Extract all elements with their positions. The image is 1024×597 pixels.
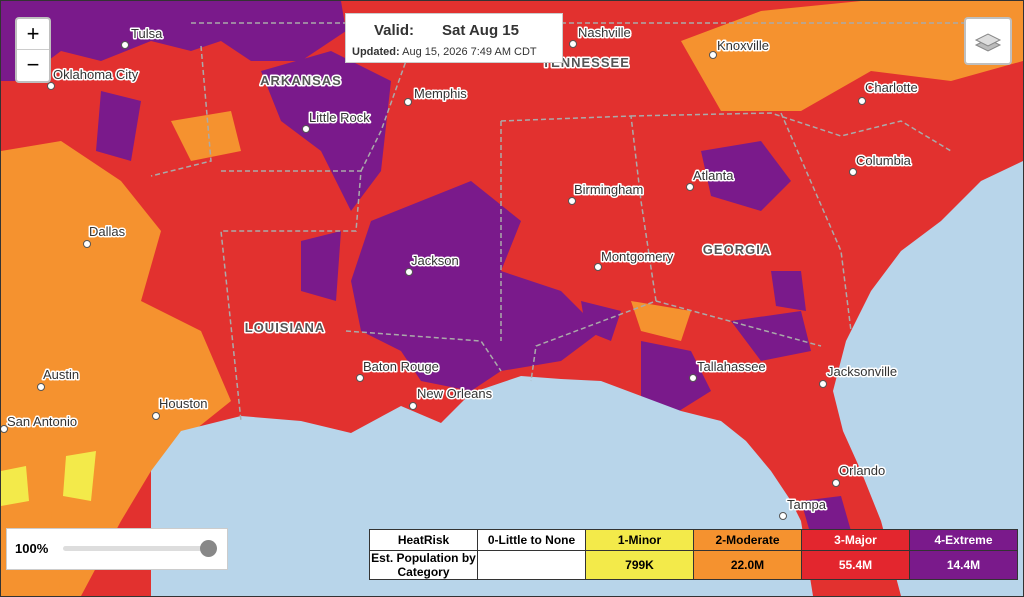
city-label: Tampa bbox=[787, 497, 827, 512]
updated-label: Updated: bbox=[352, 46, 400, 58]
opacity-value: 100% bbox=[15, 541, 49, 556]
city-dot bbox=[858, 97, 866, 105]
city-label: Birmingham bbox=[574, 182, 643, 197]
legend-title: HeatRisk bbox=[369, 529, 478, 551]
legend-category: 1-Minor bbox=[585, 529, 694, 551]
city-dot bbox=[302, 125, 310, 133]
city-dot bbox=[819, 380, 827, 388]
heatrisk-legend: HeatRisk 0-Little to None 1-Minor 2-Moderat… bbox=[369, 529, 1018, 580]
city-label: Austin bbox=[43, 367, 79, 382]
city-dot bbox=[83, 240, 91, 248]
city-dot bbox=[689, 374, 697, 382]
city-dot bbox=[594, 263, 602, 271]
city-dot bbox=[356, 374, 364, 382]
state-labels: ARKANSAS TENNESSEE LOUISIANA GEORGIA bbox=[243, 54, 771, 337]
city-label: Little Rock bbox=[309, 110, 370, 125]
city-label: Oklahoma City bbox=[53, 67, 139, 82]
city-label: Columbia bbox=[856, 153, 912, 168]
state-label: GEORGIA bbox=[703, 242, 771, 257]
city-label: Nashville bbox=[578, 25, 631, 40]
state-label: ARKANSAS bbox=[260, 73, 342, 88]
city-dot bbox=[409, 402, 417, 410]
city-label: Atlanta bbox=[693, 168, 734, 183]
city-dot bbox=[47, 82, 55, 90]
city-label: Charlotte bbox=[865, 80, 918, 95]
city-dot bbox=[405, 268, 413, 276]
legend-row-label: Est. Population by Category bbox=[369, 550, 478, 580]
legend-population bbox=[477, 550, 586, 580]
legend-population: 55.4M bbox=[801, 550, 910, 580]
atlantic-water bbox=[833, 161, 1023, 596]
legend-population: 14.4M bbox=[909, 550, 1018, 580]
state-label: TENNESSEE bbox=[542, 55, 630, 70]
city-dot bbox=[709, 51, 717, 59]
city-dot bbox=[686, 183, 694, 191]
city-label: Tallahassee bbox=[697, 359, 766, 374]
updated-time: Aug 15, 2026 7:49 AM CDT bbox=[402, 46, 537, 58]
state-label: LOUISIANA bbox=[245, 320, 326, 335]
city-labels: Tulsa Oklahoma City Nashville Knoxville Memp… bbox=[1, 24, 919, 520]
city-dot bbox=[832, 479, 840, 487]
legend-category: 4-Extreme bbox=[909, 529, 1018, 551]
legend-category: 2-Moderate bbox=[693, 529, 802, 551]
legend-population: 22.0M bbox=[693, 550, 802, 580]
minor-areas bbox=[1, 451, 96, 506]
city-label: Dallas bbox=[89, 224, 126, 239]
city-dot bbox=[404, 98, 412, 106]
city-label: Jackson bbox=[411, 253, 459, 268]
legend-population: 799K bbox=[585, 550, 694, 580]
legend-category: 0-Little to None bbox=[477, 529, 586, 551]
city-dot bbox=[849, 168, 857, 176]
city-dot bbox=[37, 383, 45, 391]
city-label: Tulsa bbox=[131, 26, 163, 41]
city-label: Orlando bbox=[839, 463, 885, 478]
city-label: Jacksonville bbox=[827, 364, 897, 379]
city-label: Houston bbox=[159, 396, 207, 411]
city-label: New Orleans bbox=[417, 386, 493, 401]
city-dot bbox=[121, 41, 129, 49]
opacity-knob[interactable] bbox=[200, 540, 217, 557]
city-dot bbox=[152, 412, 160, 420]
city-label: San Antonio bbox=[7, 414, 77, 429]
city-dot bbox=[569, 40, 577, 48]
legend-category: 3-Major bbox=[801, 529, 910, 551]
opacity-control: 100% bbox=[6, 528, 228, 570]
city-label: Memphis bbox=[414, 86, 467, 101]
city-dot bbox=[1, 425, 8, 433]
valid-label: Valid: bbox=[374, 22, 415, 39]
zoom-control: + − bbox=[15, 17, 51, 83]
layers-button[interactable] bbox=[964, 17, 1012, 65]
city-label: Knoxville bbox=[717, 38, 769, 53]
city-dot bbox=[568, 197, 576, 205]
city-label: Montgomery bbox=[601, 249, 674, 264]
city-dot bbox=[779, 512, 787, 520]
valid-box: Valid: Sat Aug 15 Updated: Aug 15, 2026 … bbox=[345, 13, 563, 63]
valid-date: Sat Aug 15 bbox=[442, 22, 519, 39]
city-label: Baton Rouge bbox=[363, 359, 439, 374]
zoom-out[interactable]: − bbox=[26, 52, 40, 77]
layers-icon bbox=[974, 33, 1002, 52]
opacity-track bbox=[63, 546, 211, 551]
zoom-in[interactable]: + bbox=[17, 19, 49, 50]
